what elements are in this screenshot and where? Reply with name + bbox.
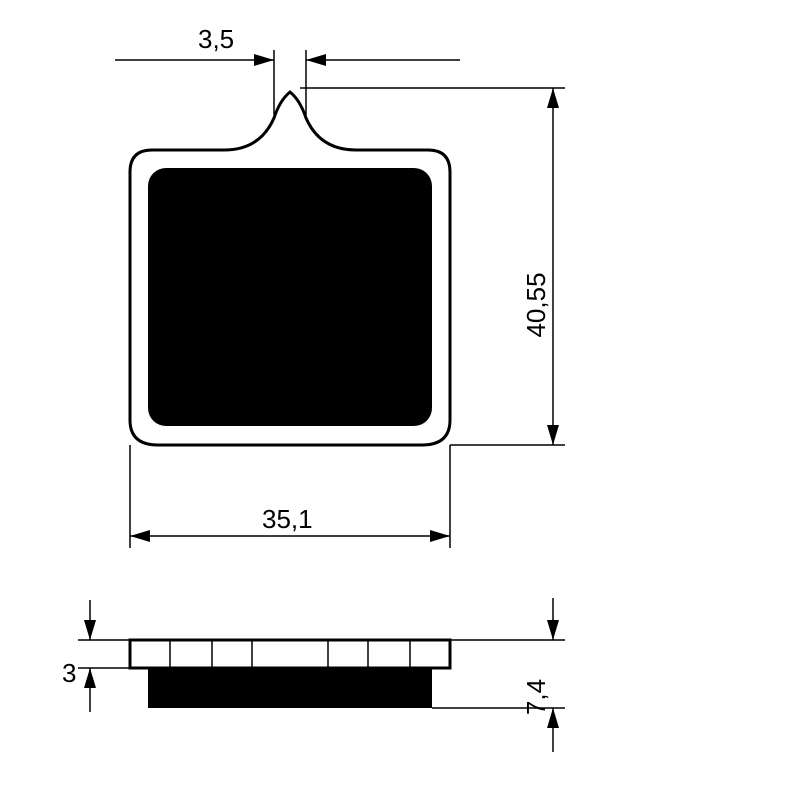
dim-tab-width: 3,5	[115, 24, 460, 115]
dim-width-value: 35,1	[262, 504, 313, 534]
side-view	[130, 640, 450, 708]
dim-backing-thickness: 3	[62, 600, 130, 712]
side-friction-pad	[148, 668, 432, 708]
dim-total-thickness: 7,4	[432, 598, 565, 752]
technical-drawing: 3,5 40,55 35,1 3	[0, 0, 800, 800]
dim-width: 35,1	[130, 445, 450, 548]
dim-total-thickness-value: 7,4	[521, 679, 551, 715]
dim-height-value: 40,55	[521, 272, 551, 337]
friction-pad	[148, 168, 432, 426]
front-view	[130, 92, 450, 445]
side-backing-plate	[130, 640, 450, 668]
dim-tab-width-value: 3,5	[198, 24, 234, 54]
dim-backing-thickness-value: 3	[62, 658, 76, 688]
